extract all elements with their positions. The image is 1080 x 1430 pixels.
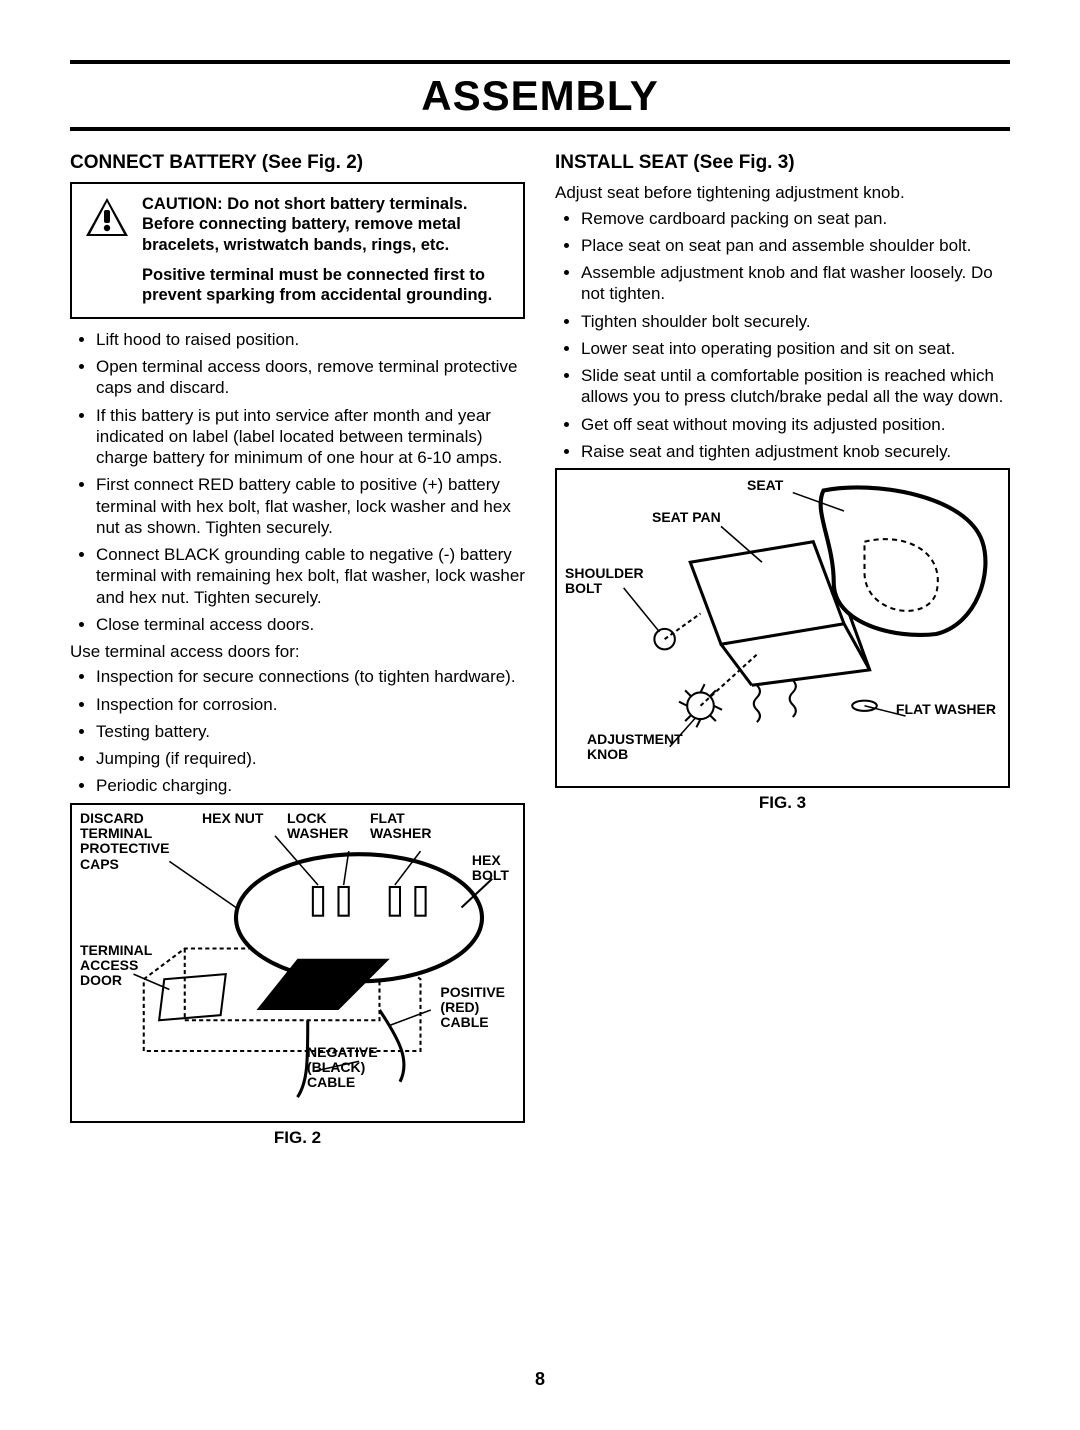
right-column: INSTALL SEAT (See Fig. 3) Adjust seat be… [555,145,1010,1148]
list-item: Connect BLACK grounding cable to negativ… [96,544,525,608]
heading-connect-battery: CONNECT BATTERY (See Fig. 2) [70,151,525,175]
figure-2-box: DISCARD TERMINAL PROTECTIVE CAPS HEX NUT… [70,803,525,1123]
page-title: ASSEMBLY [70,64,1010,131]
label-hexbolt: HEX BOLT [472,853,509,884]
list-item: Inspection for secure connections (to ti… [96,666,525,687]
list-item: Lower seat into operating position and s… [581,338,1010,359]
seat-steps-list: Remove cardboard packing on seat pan. Pl… [555,208,1010,463]
seat-intro: Adjust seat before tightening adjustment… [555,182,1010,203]
label-hexnut: HEX NUT [202,811,263,826]
list-item: If this battery is put into service afte… [96,405,525,469]
label-flat: FLAT WASHER [370,811,431,842]
use-doors-for: Use terminal access doors for: [70,641,525,662]
caution-box: CAUTION: Do not short battery terminals.… [70,182,525,319]
label-seat: SEAT [747,478,783,493]
heading-install-seat: INSTALL SEAT (See Fig. 3) [555,151,1010,175]
caution-p2: Positive terminal must be connected firs… [142,265,511,305]
list-item: Tighten shoulder bolt securely. [581,311,1010,332]
list-item: Get off seat without moving its adjusted… [581,414,1010,435]
list-item: Lift hood to raised position. [96,329,525,350]
list-item: Testing battery. [96,721,525,742]
figure-2-caption: FIG. 2 [70,1127,525,1148]
battery-steps-list: Lift hood to raised position. Open termi… [70,329,525,635]
list-item: Place seat on seat pan and assemble shou… [581,235,1010,256]
list-item: Raise seat and tighten adjustment knob s… [581,441,1010,462]
label-lock: LOCK WASHER [287,811,348,842]
two-columns: CONNECT BATTERY (See Fig. 2) CAUTION: Do… [70,145,1010,1148]
page-number: 8 [70,1368,1010,1391]
left-column: CONNECT BATTERY (See Fig. 2) CAUTION: Do… [70,145,525,1148]
label-seatpan: SEAT PAN [652,510,721,525]
list-item: Jumping (if required). [96,748,525,769]
list-item: Periodic charging. [96,775,525,796]
label-discard: DISCARD TERMINAL PROTECTIVE CAPS [80,811,169,873]
list-item: Inspection for corrosion. [96,694,525,715]
label-pos: POSITIVE (RED) CABLE [440,985,505,1031]
list-item: Close terminal access doors. [96,614,525,635]
list-item: First connect RED battery cable to posit… [96,474,525,538]
list-item: Remove cardboard packing on seat pan. [581,208,1010,229]
warning-icon [84,196,130,238]
label-door: TERMINAL ACCESS DOOR [80,943,152,989]
label-flat-washer: FLAT WASHER [896,702,996,717]
label-knob: ADJUSTMENT KNOB [587,732,683,763]
figure-3-caption: FIG. 3 [555,792,1010,813]
list-item: Open terminal access doors, remove termi… [96,356,525,399]
list-item: Assemble adjustment knob and flat washer… [581,262,1010,305]
caution-text: CAUTION: Do not short battery terminals.… [142,194,511,305]
list-item: Slide seat until a comfortable position … [581,365,1010,408]
figure-3-box: SEAT SEAT PAN SHOULDER BOLT FLAT WASHER … [555,468,1010,788]
label-neg: NEGATIVE (BLACK) CABLE [307,1045,378,1091]
door-uses-list: Inspection for secure connections (to ti… [70,666,525,796]
label-shoulder: SHOULDER BOLT [565,566,644,597]
caution-p1: CAUTION: Do not short battery terminals.… [142,194,511,254]
